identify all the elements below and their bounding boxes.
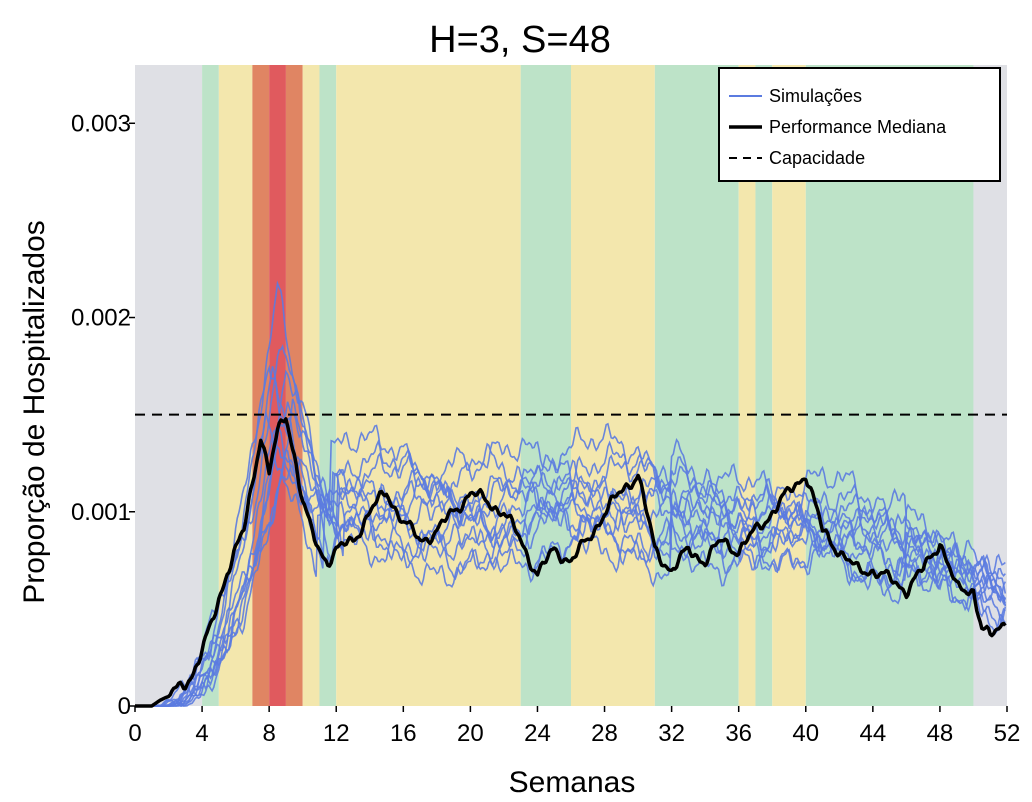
y-axis-ticks: 0 0.001 0.002 0.003 (71, 110, 135, 720)
background-band-0 (135, 65, 202, 706)
y-axis-title: Proporção de Hospitalizados (18, 220, 51, 604)
x-tick-label-2: 8 (262, 720, 275, 747)
x-tick-label-4: 16 (390, 720, 417, 747)
x-tick-label-5: 20 (457, 720, 484, 747)
y-tick-label-0: 0 (118, 693, 131, 720)
x-tick-label-13: 52 (994, 720, 1021, 747)
y-tick-label-2: 0.002 (71, 305, 131, 332)
background-band-7 (319, 65, 336, 706)
x-tick-label-7: 28 (591, 720, 618, 747)
x-tick-label-9: 36 (725, 720, 752, 747)
background-band-10 (571, 65, 655, 706)
legend: Simulações Performance Mediana Capacidad… (719, 68, 1000, 181)
x-tick-label-11: 44 (859, 720, 886, 747)
x-tick-label-3: 12 (323, 720, 350, 747)
background-band-6 (303, 65, 320, 706)
chart-title: H=3, S=48 (429, 19, 611, 61)
x-tick-label-0: 0 (128, 720, 141, 747)
y-tick-label-1: 0.001 (71, 499, 131, 526)
background-band-3 (252, 65, 269, 706)
legend-label-median: Performance Mediana (769, 117, 947, 137)
x-tick-label-6: 24 (524, 720, 551, 747)
legend-label-capacity: Capacidade (769, 148, 865, 168)
x-tick-label-12: 48 (927, 720, 954, 747)
background-band-8 (336, 65, 520, 706)
x-tick-label-10: 40 (792, 720, 819, 747)
x-tick-label-1: 4 (195, 720, 208, 747)
background-band-9 (521, 65, 571, 706)
x-axis-ticks: 0 4 8 12 16 20 24 28 32 36 40 44 48 52 (128, 706, 1020, 747)
x-tick-label-8: 32 (658, 720, 685, 747)
legend-label-simulations: Simulações (769, 86, 862, 106)
x-axis-title: Semanas (509, 766, 636, 799)
y-tick-label-3: 0.003 (71, 110, 131, 137)
